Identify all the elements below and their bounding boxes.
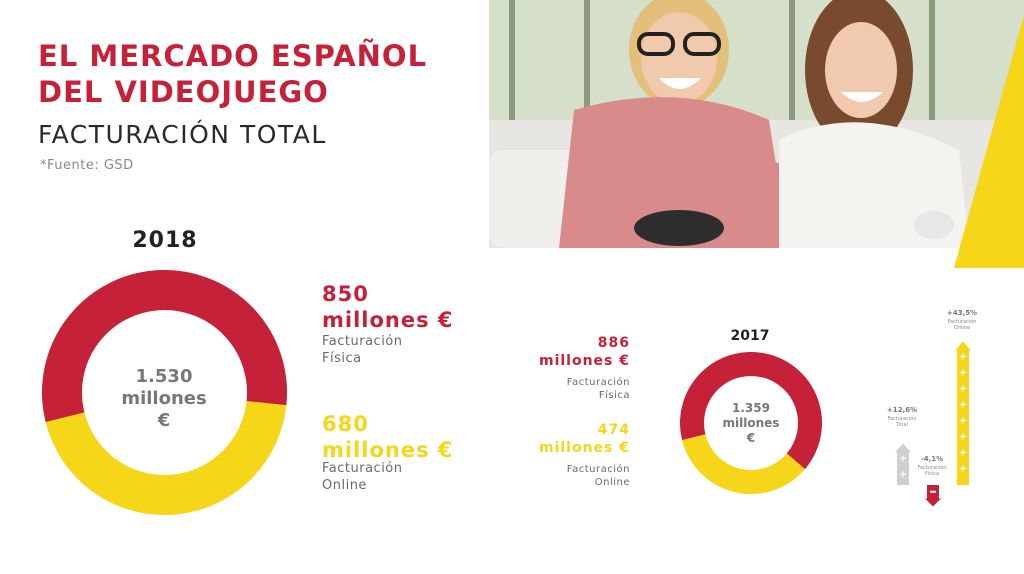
label-2017-online-line-2: Online	[594, 477, 630, 488]
center-2017-line-2: millones	[722, 416, 780, 430]
center-2018-line-2: millones	[121, 388, 207, 409]
source-note: *Fuente: GSD	[40, 158, 134, 173]
svg-text:+: +	[959, 431, 967, 442]
page-subtitle: FACTURACIÓN TOTAL	[38, 120, 327, 149]
pct-online-label-line-2: Online	[953, 325, 971, 331]
svg-text:+: +	[959, 399, 967, 410]
amount-2018-fisica-line-1: 850	[322, 282, 369, 306]
title-line-1: EL MERCADO ESPAÑOL	[38, 39, 428, 73]
growth-arrow-online: + + + + + + + +	[955, 341, 971, 485]
hero-photo-illustration	[489, 0, 1024, 248]
pct-fisica-label: Facturación Física	[910, 465, 954, 477]
label-2017-fisica-line-1: Facturación	[566, 377, 630, 388]
chart-2018-title: 2018	[132, 228, 198, 253]
label-2017-fisica-line-2: Física	[598, 390, 630, 401]
center-2018-line-1: 1.530	[135, 366, 193, 387]
amount-2017-fisica: 886 millones €	[500, 334, 630, 370]
donut-2018-slice-online	[45, 400, 287, 515]
pct-fisica-label-line-1: Facturación	[917, 465, 947, 471]
amount-2017-fisica-line-2: millones €	[538, 353, 630, 369]
label-2018-fisica: Facturación Física	[322, 333, 403, 367]
pct-total-label-line-2: Total	[896, 422, 908, 428]
center-2017-line-1: 1.359	[732, 401, 770, 415]
amount-2018-online-line-1: 680	[322, 412, 369, 436]
pct-total-label-line-1: Facturación	[887, 416, 917, 422]
svg-text:+: +	[959, 463, 967, 474]
amount-2017-online-line-2: millones €	[538, 440, 630, 456]
label-2018-online-line-2: Online	[322, 478, 367, 493]
donut-2017-slice-online	[682, 433, 805, 494]
svg-text:+: +	[959, 415, 967, 426]
growth-arrow-total: ++	[895, 443, 911, 485]
donut-2017-slice-fisica	[680, 352, 822, 470]
svg-text:+: +	[959, 351, 967, 362]
amount-2017-fisica-line-1: 886	[597, 335, 630, 351]
amount-2018-online-line-2: millones €	[322, 438, 454, 462]
hero-photo	[489, 0, 1024, 248]
donut-chart-2018	[42, 270, 287, 515]
label-2018-online-line-1: Facturación	[322, 461, 403, 476]
amount-2018-online: 680 millones €	[322, 411, 454, 463]
growth-arrows-chart: ++++++++++	[895, 341, 971, 507]
donut-2017-center-label: 1.359 millones €	[711, 401, 791, 446]
pct-fisica-value: -4,1%	[920, 455, 944, 463]
growth-arrow-fisica	[925, 485, 941, 507]
page-title: EL MERCADO ESPAÑOL DEL VIDEOJUEGO	[38, 38, 478, 110]
svg-text:+: +	[959, 367, 967, 378]
label-2018-fisica-line-2: Física	[322, 351, 362, 366]
amount-2018-fisica-line-2: millones €	[322, 308, 454, 332]
center-2017-line-3: €	[746, 431, 756, 445]
pct-online-label-line-1: Facturación	[947, 319, 977, 325]
svg-text:+: +	[899, 453, 907, 464]
chart-2017-title: 2017	[730, 328, 770, 344]
pct-total-label: Facturación Total	[880, 416, 924, 428]
donut-chart-2017	[680, 352, 822, 494]
label-2017-online-line-1: Facturación	[566, 464, 630, 475]
svg-text:+: +	[959, 447, 967, 458]
donut-2018-center-label: 1.530 millones €	[104, 366, 224, 432]
yellow-accent-wedge	[954, 15, 1024, 268]
pct-online-label: Facturación Online	[940, 319, 984, 331]
label-2017-fisica: Facturación Física	[530, 376, 630, 402]
pct-total-value: +12,6%	[886, 406, 918, 414]
label-2017-online: Facturación Online	[530, 463, 630, 489]
svg-text:+: +	[959, 383, 967, 394]
svg-text:+: +	[899, 469, 907, 480]
label-2018-fisica-line-1: Facturación	[322, 334, 403, 349]
pct-fisica-label-line-2: Física	[924, 471, 940, 477]
label-2018-online: Facturación Online	[322, 460, 403, 494]
amount-2017-online-line-1: 474	[597, 422, 630, 438]
title-line-2: DEL VIDEOJUEGO	[38, 75, 329, 109]
pct-online-value: +43,5%	[946, 309, 978, 317]
donut-2018-slice-fisica	[42, 270, 287, 423]
amount-2018-fisica: 850 millones €	[322, 281, 454, 333]
amount-2017-online: 474 millones €	[500, 421, 630, 457]
center-2018-line-3: €	[157, 410, 171, 431]
